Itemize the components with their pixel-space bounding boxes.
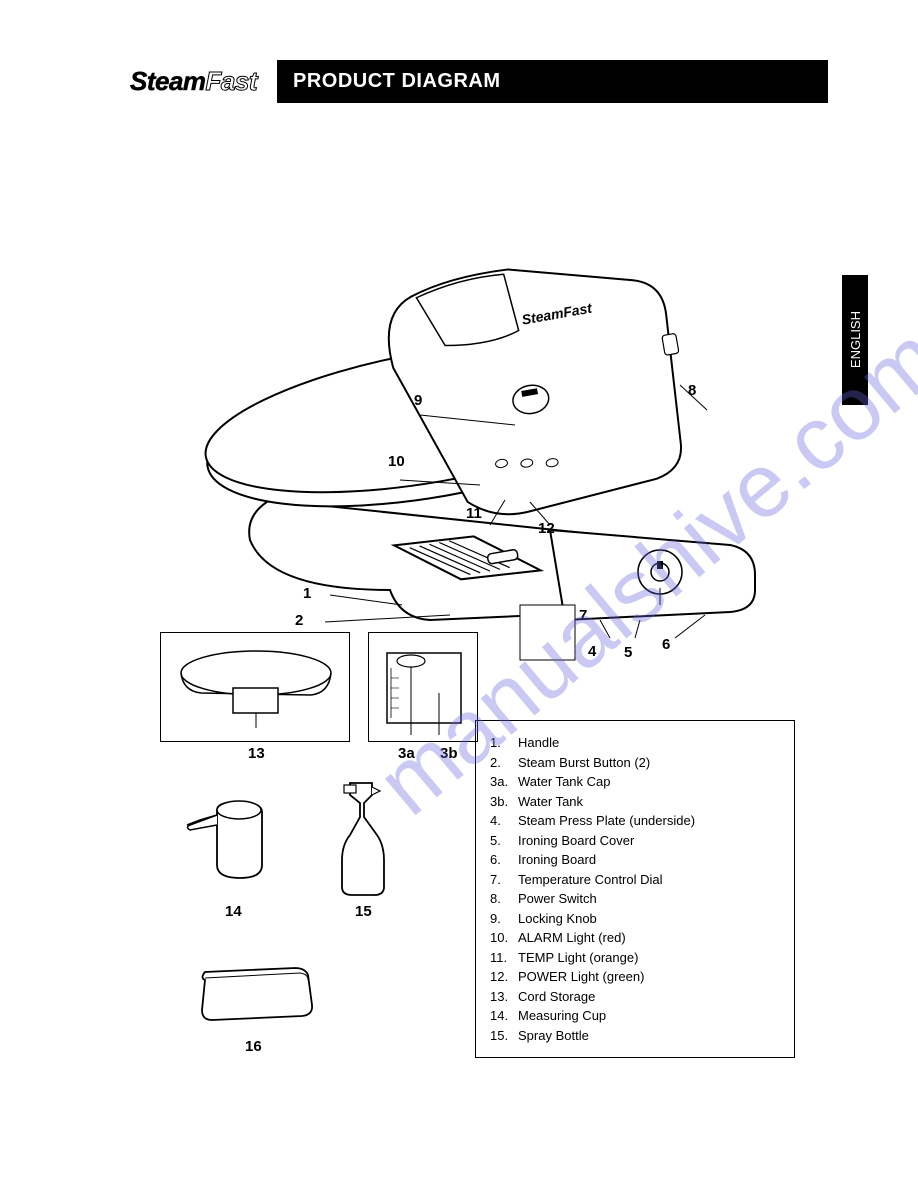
page-title-bar: PRODUCT DIAGRAM [277, 60, 828, 103]
callout-14: 14 [225, 903, 242, 920]
parts-row: 13.Cord Storage [490, 987, 780, 1007]
parts-row: 5.Ironing Board Cover [490, 831, 780, 851]
parts-row: 3b.Water Tank [490, 792, 780, 812]
callout-3a: 3a [398, 745, 415, 762]
parts-row: 4.Steam Press Plate (underside) [490, 811, 780, 831]
cord-storage-drawing [161, 633, 351, 743]
brand-logo: SteamFast [130, 66, 257, 97]
callout-11: 11 [466, 505, 482, 522]
logo-steam: Steam [130, 66, 206, 96]
spray-bottle-drawing [322, 775, 412, 910]
callout-1: 1 [303, 585, 311, 602]
parts-row: 1.Handle [490, 733, 780, 753]
logo-fast: Fast [206, 66, 257, 96]
water-tank-drawing [369, 633, 479, 743]
callout-15: 15 [355, 903, 372, 920]
callout-5: 5 [624, 644, 632, 661]
callout-6: 6 [662, 636, 670, 653]
parts-row: 15.Spray Bottle [490, 1026, 780, 1046]
parts-row: 10.ALARM Light (red) [490, 928, 780, 948]
measuring-cup-drawing [182, 790, 282, 905]
parts-row: 9.Locking Knob [490, 909, 780, 929]
language-tab: ENGLISH [842, 275, 868, 405]
parts-row: 2.Steam Burst Button (2) [490, 753, 780, 773]
parts-row: 11.TEMP Light (orange) [490, 948, 780, 968]
callout-10: 10 [388, 453, 405, 470]
parts-row: 8.Power Switch [490, 889, 780, 909]
callout-9: 9 [414, 392, 422, 409]
callout-3b: 3b [440, 745, 458, 762]
page-title: PRODUCT DIAGRAM [293, 70, 501, 92]
page-header: SteamFast PRODUCT DIAGRAM [130, 60, 828, 103]
inset-water-tank [368, 632, 478, 742]
callout-7: 7 [579, 607, 587, 624]
callout-8: 8 [688, 382, 696, 399]
page-container: SteamFast PRODUCT DIAGRAM ENGLISH [0, 0, 918, 1188]
parts-row: 7.Temperature Control Dial [490, 870, 780, 890]
parts-row: 12.POWER Light (green) [490, 967, 780, 987]
language-label: ENGLISH [848, 311, 863, 368]
callout-4: 4 [588, 643, 596, 660]
parts-row: 6.Ironing Board [490, 850, 780, 870]
inset-cord-storage [160, 632, 350, 742]
callout-2: 2 [295, 612, 303, 629]
steampress-illustration: SteamFast [170, 200, 790, 700]
callout-12: 12 [538, 520, 555, 537]
callout-13: 13 [248, 745, 265, 762]
pressing-cushion-drawing [190, 960, 320, 1040]
callout-16: 16 [245, 1038, 262, 1055]
parts-row: 14.Measuring Cup [490, 1006, 780, 1026]
parts-row: 3a.Water Tank Cap [490, 772, 780, 792]
parts-list-box: 1.Handle 2.Steam Burst Button (2) 3a.Wat… [475, 720, 795, 1058]
